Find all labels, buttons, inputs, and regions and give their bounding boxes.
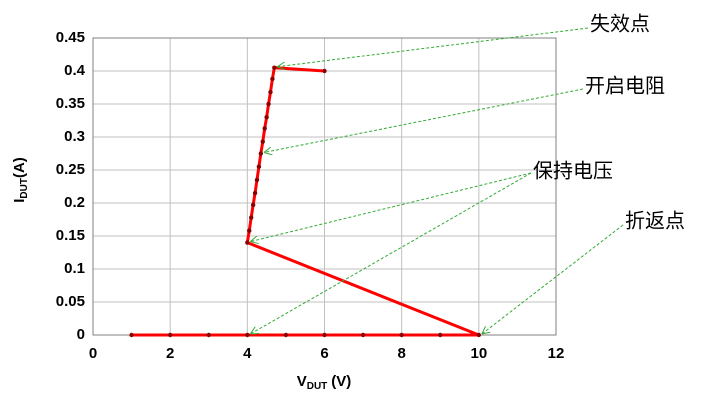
y-tick-label: 0.3 bbox=[64, 128, 85, 145]
point bbox=[283, 332, 289, 338]
y-label-sub: DUT bbox=[19, 178, 30, 199]
y-tick-label: 0.35 bbox=[56, 95, 85, 112]
y-tick-label: 0.45 bbox=[56, 29, 85, 46]
x-axis-label: VDUT (V) bbox=[297, 373, 352, 392]
x-tick-label: 10 bbox=[470, 345, 487, 362]
point bbox=[272, 65, 277, 70]
point bbox=[258, 151, 264, 156]
x-tick-label: 4 bbox=[243, 345, 252, 362]
point bbox=[206, 332, 211, 338]
y-tick-label: 0.2 bbox=[64, 194, 85, 211]
annotation-arrow bbox=[482, 224, 624, 334]
point bbox=[266, 101, 271, 107]
point bbox=[476, 332, 482, 338]
x-tick-label: 2 bbox=[166, 345, 174, 362]
point bbox=[129, 332, 134, 338]
point bbox=[247, 228, 252, 233]
point bbox=[248, 215, 254, 220]
y-label-main: I bbox=[11, 199, 28, 203]
point bbox=[264, 115, 269, 120]
y-tick-label: 0.4 bbox=[64, 62, 86, 79]
x-tick-label: 0 bbox=[89, 345, 97, 362]
point bbox=[399, 332, 404, 338]
point bbox=[268, 89, 273, 95]
annotation-arrow bbox=[264, 88, 584, 153]
point bbox=[252, 190, 258, 196]
point bbox=[438, 332, 443, 338]
point bbox=[262, 126, 267, 131]
point bbox=[245, 332, 250, 338]
point bbox=[360, 332, 366, 338]
annotation-arrow bbox=[277, 27, 589, 67]
x-label-main: V bbox=[297, 373, 307, 390]
y-tick-label: 0.05 bbox=[56, 293, 85, 310]
annotation-arrow bbox=[250, 172, 532, 242]
x-label-sub: DUT bbox=[307, 381, 328, 392]
point bbox=[256, 164, 262, 169]
point bbox=[254, 177, 260, 183]
y-tick-label: 0.25 bbox=[56, 161, 85, 178]
x-tick-label: 8 bbox=[397, 345, 405, 362]
annotation: 保持电压 bbox=[533, 159, 613, 183]
y-tick-label: 0 bbox=[77, 326, 85, 343]
annotation: 失效点 bbox=[590, 12, 650, 36]
x-tick-label: 6 bbox=[320, 345, 328, 362]
point bbox=[245, 240, 250, 245]
y-tick-label: 0.15 bbox=[56, 227, 85, 244]
y-tick-label: 0.1 bbox=[64, 260, 85, 277]
point bbox=[322, 332, 327, 338]
annotation-arrow bbox=[250, 172, 532, 334]
point bbox=[250, 202, 256, 208]
point bbox=[260, 139, 265, 144]
annotation: 折返点 bbox=[625, 209, 685, 233]
point bbox=[322, 68, 327, 74]
line bbox=[131, 66, 480, 337]
y-axis-label: IDUT(A) bbox=[11, 157, 30, 203]
annotation: 开启电阻 bbox=[585, 74, 665, 98]
x-label-unit: (V) bbox=[331, 373, 351, 390]
x-tick-label: 12 bbox=[548, 345, 565, 362]
point bbox=[270, 76, 275, 82]
y-label-unit: (A) bbox=[11, 157, 28, 178]
point bbox=[167, 332, 173, 338]
